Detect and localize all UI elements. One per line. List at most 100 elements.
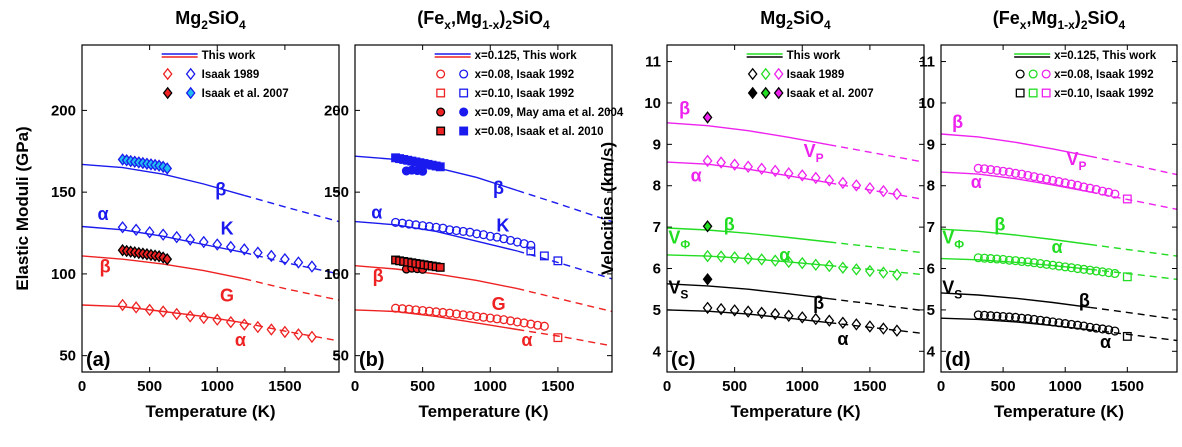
curve-solid: [355, 309, 518, 331]
data-point: [783, 167, 794, 180]
data-point: [553, 256, 563, 266]
data-point: [729, 158, 740, 171]
data-point: [404, 219, 414, 229]
data-point: [225, 240, 236, 254]
data-point: [1073, 180, 1083, 190]
data-point: [1110, 268, 1120, 279]
data-point: [307, 330, 317, 344]
data-point: [998, 254, 1008, 264]
x-tick-label: 500: [722, 378, 747, 395]
data-point: [293, 328, 304, 341]
panel-label: (d): [945, 349, 971, 371]
curve-solid: [667, 309, 830, 324]
curve-annotation: α: [779, 245, 790, 265]
data-point: [397, 218, 407, 228]
data-point: [465, 227, 475, 237]
curve-annotation: K: [496, 215, 509, 235]
data-point: [418, 305, 428, 316]
y-tick-label: 9: [927, 136, 935, 153]
data-point: [851, 318, 862, 331]
legend-marker: [1041, 69, 1051, 79]
data-point: [171, 307, 182, 321]
curve-solid: [82, 304, 245, 324]
panel-label: (c): [671, 349, 695, 371]
data-point: [892, 268, 902, 281]
data-point: [458, 226, 468, 236]
legend-label: Isaak et al. 2007: [787, 88, 874, 100]
data-point: [418, 221, 428, 231]
data-point: [519, 318, 529, 328]
curve-dashed: [829, 264, 924, 276]
curve-dashed: [1089, 155, 1177, 176]
curve-dashed: [829, 241, 924, 254]
curve-dashed: [1090, 329, 1177, 342]
data-point: [526, 246, 536, 256]
data-point: [1060, 319, 1070, 329]
data-point: [1042, 316, 1052, 326]
legend-entry: x=0.08, Isaak et al. 2010: [436, 126, 604, 138]
data-point: [702, 249, 713, 263]
data-point: [404, 304, 414, 314]
data-point: [810, 312, 821, 326]
y-axis-label: Elastic Moduli (GPa): [13, 126, 32, 290]
legend-marker: [459, 69, 469, 79]
curve-annotation: β: [1079, 291, 1090, 311]
x-tick-label: 500: [991, 378, 1016, 395]
data-point: [424, 221, 434, 232]
legend-entry: Isaak et al. 2007: [747, 86, 874, 100]
legend-marker: [1041, 88, 1051, 98]
data-point: [266, 323, 277, 336]
data-point: [986, 311, 996, 321]
data-point: [1048, 260, 1058, 270]
data-point: [499, 315, 509, 325]
axes-frame: [354, 44, 613, 373]
data-point: [797, 311, 808, 324]
legend-marker: [773, 86, 784, 100]
data-point: [702, 220, 713, 233]
data-point: [1066, 179, 1076, 189]
data-point: [837, 316, 848, 329]
x-tick-label: 1000: [201, 378, 234, 395]
y-tick-label: 7: [653, 219, 661, 236]
data-point: [162, 162, 173, 175]
plot-area: [82, 153, 339, 344]
axes-frame: [81, 44, 340, 373]
data-point: [252, 320, 263, 334]
data-point: [824, 259, 835, 273]
curve-annotation: α: [371, 202, 382, 222]
x-tick-label: 1500: [853, 378, 886, 395]
data-point: [131, 223, 141, 237]
data-point: [729, 304, 740, 317]
data-point: [716, 250, 726, 263]
data-point: [1110, 326, 1120, 336]
curve-annotation: α: [691, 166, 702, 186]
data-point: [1035, 173, 1045, 183]
curve-annotation: VP: [804, 141, 824, 165]
data-point: [998, 311, 1008, 322]
y-tick-label: 6: [653, 261, 661, 278]
y-tick-label: 100: [51, 266, 76, 283]
data-point: [770, 254, 781, 267]
data-point: [435, 262, 445, 272]
curve-annotation: α: [98, 204, 109, 224]
legend-marker: [773, 67, 784, 81]
curve-annotation: β: [724, 214, 735, 234]
y-tick-label: 10: [644, 95, 661, 112]
curve-annotation: α: [235, 330, 246, 350]
chart-panel-c: Mg2SiO4 0 500 1000 1500 4 5 6 7 8 9 10 11 Temperature…: [598, 8, 925, 421]
data-point: [797, 256, 808, 270]
data-point: [1048, 175, 1058, 185]
curve-annotation: VS: [668, 277, 688, 301]
curve-annotation: α: [521, 330, 532, 350]
y-tick-label: 11: [919, 54, 935, 71]
x-tick-label: 1500: [1111, 378, 1144, 395]
legend-marker: [162, 67, 173, 81]
data-point: [1110, 189, 1120, 199]
data-point: [973, 163, 983, 173]
legend-marker: [760, 67, 771, 81]
data-point: [144, 303, 155, 317]
data-point: [431, 222, 441, 232]
legend-marker: [436, 88, 446, 98]
data-point: [979, 310, 990, 320]
data-point: [411, 220, 421, 230]
